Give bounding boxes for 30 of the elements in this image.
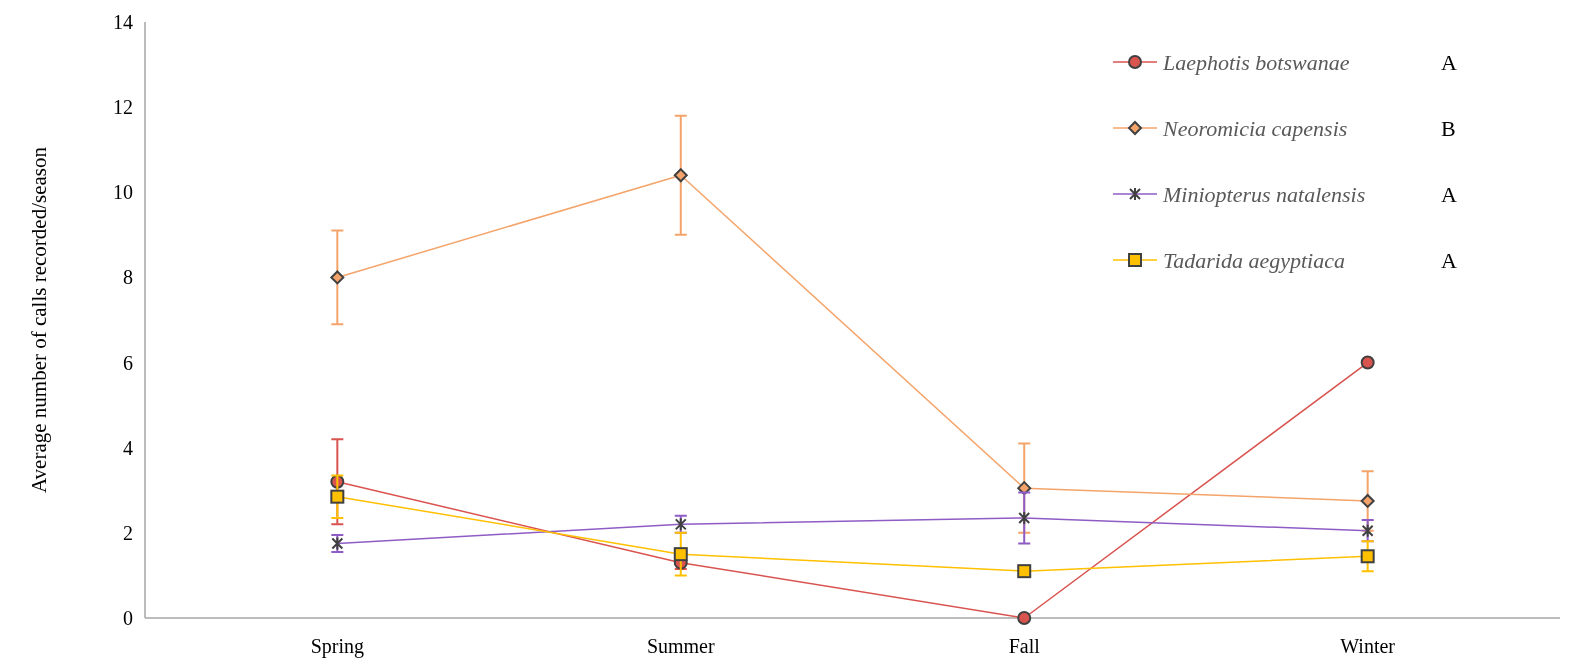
x-tick-label: Spring bbox=[310, 635, 364, 658]
legend-label: Neoromicia capensis bbox=[1162, 115, 1348, 141]
annotation: A bbox=[1441, 49, 1457, 75]
point bbox=[330, 489, 345, 504]
legend-label: Tadarida aegyptiaca bbox=[1163, 247, 1345, 273]
y-tick-label: 10 bbox=[113, 181, 133, 204]
point bbox=[1017, 611, 1032, 625]
y-tick-label: 8 bbox=[123, 266, 133, 289]
point bbox=[330, 270, 345, 285]
point bbox=[1360, 549, 1375, 564]
point bbox=[1360, 493, 1375, 508]
legend-label: Laephotis botswanae bbox=[1162, 49, 1350, 75]
x-tick-label: Winter bbox=[1340, 635, 1396, 657]
y-axis-title: Average number of calls recorded/season bbox=[27, 146, 51, 493]
annotation: A bbox=[1441, 247, 1457, 273]
x-tick-label: Fall bbox=[1008, 635, 1041, 657]
annotation: B bbox=[1441, 115, 1456, 141]
x-tick-label: Summer bbox=[646, 635, 715, 657]
y-tick-label: 2 bbox=[123, 521, 133, 544]
point bbox=[673, 547, 688, 562]
y-tick-label: 14 bbox=[113, 11, 133, 33]
y-tick-label: 6 bbox=[123, 351, 133, 374]
legend-label: Miniopterus natalensis bbox=[1162, 181, 1366, 207]
y-tick-label: 12 bbox=[113, 96, 133, 119]
point bbox=[1360, 355, 1375, 370]
point bbox=[1017, 564, 1032, 579]
annotation: A bbox=[1441, 181, 1457, 207]
y-tick-label: 4 bbox=[123, 436, 133, 459]
y-tick-label: 0 bbox=[123, 607, 133, 629]
point bbox=[673, 168, 688, 183]
